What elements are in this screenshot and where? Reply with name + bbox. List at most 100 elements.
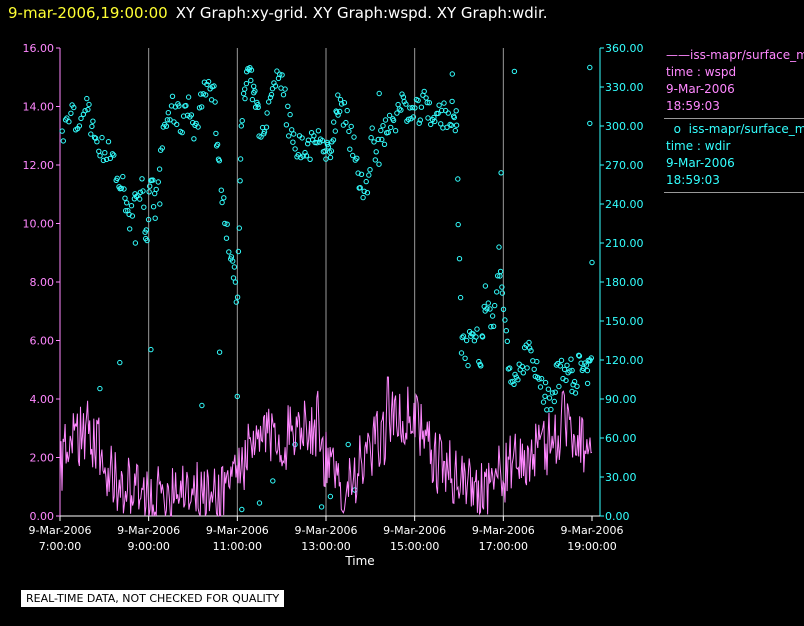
legend-entry-wdir[interactable]: o iss-mapr/surface_m time : wdir 9-Mar-2… bbox=[664, 119, 804, 193]
legend-wspd-time: 18:59:03 bbox=[666, 99, 720, 113]
wdir-marker bbox=[76, 123, 83, 129]
wdir-marker bbox=[364, 190, 371, 196]
wdir-marker bbox=[109, 151, 116, 157]
wdir-marker bbox=[165, 110, 172, 116]
wdir-marker bbox=[337, 96, 344, 103]
legend-entry-wspd[interactable]: ——iss-mapr/surface_m time : wspd 9-Mar-2… bbox=[664, 45, 804, 119]
wdir-marker bbox=[264, 110, 270, 116]
wdir-marker bbox=[272, 83, 279, 89]
wdir-marker bbox=[237, 156, 244, 162]
wdir-marker bbox=[445, 110, 451, 116]
tick-labels: 9-Mar-2006 7:00:00 9-Mar-2006 9:00:00 9-Mar-… bbox=[23, 42, 644, 568]
wdir-marker bbox=[357, 185, 363, 191]
wdir-marker bbox=[71, 104, 77, 111]
y-right-tick-label: 60.00 bbox=[605, 432, 637, 445]
wdir-marker bbox=[198, 91, 204, 97]
wdir-marker bbox=[233, 299, 240, 305]
wdir-marker bbox=[449, 71, 455, 77]
wdir-marker bbox=[519, 363, 525, 370]
wdir-marker bbox=[373, 149, 379, 155]
wdir-marker bbox=[455, 221, 461, 228]
wdir-marker bbox=[85, 106, 91, 113]
wdir-marker bbox=[84, 95, 90, 102]
x-tick-label: 9-Mar-2006 bbox=[295, 524, 358, 537]
wdir-marker bbox=[261, 129, 268, 135]
wdir-marker bbox=[398, 107, 404, 113]
wdir-marker bbox=[222, 220, 228, 227]
wdir-marker bbox=[460, 333, 467, 339]
wdir-marker bbox=[174, 121, 180, 128]
wdir-marker bbox=[99, 134, 105, 141]
wdir-marker bbox=[305, 141, 311, 147]
wdir-marker bbox=[458, 350, 465, 356]
wdir-marker bbox=[500, 306, 507, 312]
wdir-marker bbox=[425, 115, 431, 121]
wdir-marker bbox=[504, 338, 510, 344]
wdir-marker bbox=[542, 393, 548, 399]
wdir-marker bbox=[512, 371, 518, 378]
y-left-tick-label: 0.00 bbox=[30, 510, 55, 523]
wdir-marker bbox=[269, 86, 276, 92]
wdir-marker bbox=[495, 273, 501, 279]
wdir-marker bbox=[219, 199, 225, 206]
wdir-marker bbox=[252, 88, 258, 94]
wdir-marker bbox=[478, 363, 484, 369]
wdir-marker bbox=[231, 264, 238, 270]
wdir-marker bbox=[376, 90, 382, 97]
wdir-marker bbox=[290, 139, 296, 145]
wdir-marker bbox=[331, 119, 337, 125]
wdir-marker bbox=[510, 378, 516, 385]
wdir-marker bbox=[536, 376, 542, 382]
wdir-marker bbox=[150, 204, 157, 210]
wdir-marker bbox=[378, 127, 384, 134]
wdir-marker bbox=[381, 141, 388, 148]
wdir-marker bbox=[441, 100, 447, 106]
wdir-marker bbox=[164, 117, 171, 123]
wdir-marker bbox=[285, 103, 291, 110]
wdir-marker bbox=[258, 134, 264, 140]
wdir-marker bbox=[465, 362, 471, 369]
wdir-marker bbox=[388, 124, 394, 131]
wdir-marker bbox=[571, 378, 578, 385]
wdir-marker bbox=[248, 67, 255, 73]
y-left-tick-label: 6.00 bbox=[30, 335, 55, 348]
wdir-marker bbox=[584, 380, 591, 387]
x-tick-label: 15:00:00 bbox=[390, 540, 439, 553]
legend-line-swatch: —— bbox=[666, 48, 690, 62]
wdir-marker bbox=[279, 72, 285, 78]
wdir-marker bbox=[556, 383, 562, 390]
wdir-marker bbox=[274, 68, 280, 74]
wdir-marker bbox=[574, 383, 580, 389]
wdir-marker bbox=[255, 104, 261, 111]
wdir-marker bbox=[358, 171, 365, 178]
wdir-marker bbox=[423, 95, 429, 101]
wdir-marker bbox=[569, 367, 575, 374]
legend-wspd-date: 9-Mar-2006 bbox=[666, 82, 735, 96]
wdir-marker bbox=[338, 101, 345, 107]
wdir-marker bbox=[120, 173, 126, 180]
wdir-marker bbox=[452, 127, 458, 134]
wdir-marker bbox=[531, 366, 537, 372]
wdir-marker bbox=[179, 129, 185, 136]
wdir-marker bbox=[382, 117, 389, 123]
wdir-marker bbox=[528, 348, 534, 354]
wdir-series bbox=[59, 64, 595, 513]
wdir-marker bbox=[421, 88, 427, 95]
x-tick-label: 13:00:00 bbox=[301, 540, 350, 553]
legend: ——iss-mapr/surface_m time : wspd 9-Mar-2… bbox=[664, 45, 804, 193]
wdir-marker bbox=[455, 176, 461, 182]
wdir-marker bbox=[66, 119, 72, 125]
wdir-marker bbox=[188, 112, 195, 118]
x-axis-title: Time bbox=[344, 554, 374, 568]
wdir-marker bbox=[524, 365, 530, 371]
legend-wspd-source: ——iss-mapr/surface_m bbox=[666, 48, 804, 62]
wdir-marker bbox=[520, 370, 526, 376]
wdir-marker bbox=[315, 128, 322, 134]
wdir-marker bbox=[330, 137, 337, 143]
wdir-marker bbox=[354, 155, 360, 162]
wdir-marker bbox=[515, 377, 521, 383]
wdir-marker bbox=[375, 136, 381, 143]
legend-wdir-date: 9-Mar-2006 bbox=[666, 156, 735, 170]
wdir-marker bbox=[240, 90, 247, 97]
